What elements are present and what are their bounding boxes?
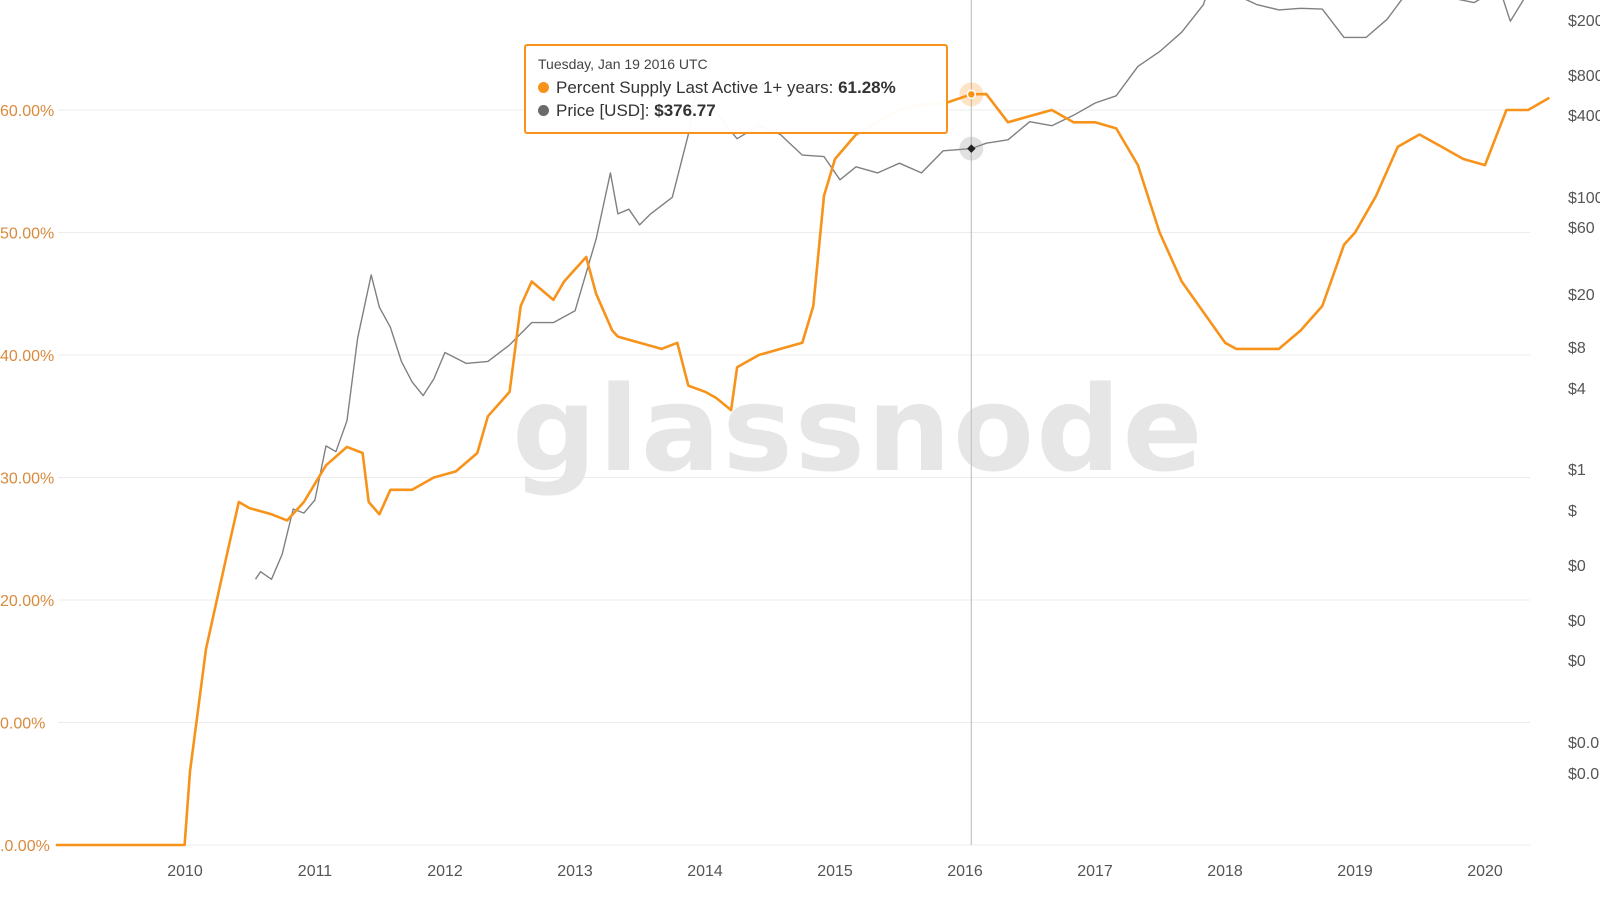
watermark: glassnode: [512, 360, 1205, 498]
right-tick-label: $0: [1568, 613, 1586, 630]
supply-legend-dot: [538, 82, 549, 93]
left-tick-label: 0.00%: [0, 716, 45, 733]
hover-markers: [959, 82, 984, 161]
left-tick-label: .0.00%: [0, 838, 50, 855]
supply-hover-point: [966, 89, 977, 100]
x-tick-label: 2015: [817, 863, 853, 880]
right-tick-label: $100: [1568, 190, 1600, 207]
tooltip-date: Tuesday, Jan 19 2016 UTC: [538, 56, 708, 72]
tooltip-price-value: $376.77: [654, 101, 716, 120]
right-tick-label: $20: [1568, 287, 1595, 304]
right-tick-label: $1: [1568, 462, 1586, 479]
x-tick-label: 2014: [687, 863, 723, 880]
x-tick-label: 2010: [167, 863, 203, 880]
x-tick-label: 2016: [947, 863, 983, 880]
right-tick-label: $0: [1568, 653, 1586, 670]
x-tick-label: 2012: [427, 863, 463, 880]
x-tick-label: 2018: [1207, 863, 1243, 880]
tooltip-supply-label: Percent Supply Last Active 1+ years: [556, 78, 829, 97]
x-tick-label: 2019: [1337, 863, 1373, 880]
left-y-axis: .0.00% 0.00% 20.00% 30.00% 40.00% 50.00% 60.00…: [0, 103, 54, 855]
tooltip-price-label: Price [USD]: [556, 101, 645, 120]
tooltip-row-price: Price [USD]: $376.77: [538, 99, 934, 122]
tooltip-supply-value: 61.28%: [838, 78, 896, 97]
right-tick-label: $800: [1568, 68, 1600, 85]
right-y-axis: $2000 $800 $400 $100 $60 $20 $8 $4 $1 $ $0 $0 $0 $0.0…: [1568, 13, 1600, 783]
right-tick-label: $0.0: [1568, 735, 1599, 752]
right-tick-label: $8: [1568, 340, 1586, 357]
supply-line: [55, 92, 1551, 847]
left-tick-label: 20.00%: [0, 593, 54, 610]
left-tick-label: 60.00%: [0, 103, 54, 120]
left-tick-label: 30.00%: [0, 471, 54, 488]
tooltip-row-supply: Percent Supply Last Active 1+ years: 61.…: [538, 76, 934, 99]
right-tick-label: $: [1568, 503, 1577, 520]
right-tick-label: $0: [1568, 558, 1586, 575]
right-tick-label: $400: [1568, 108, 1600, 125]
right-tick-label: $60: [1568, 220, 1595, 237]
x-tick-label: 2017: [1077, 863, 1113, 880]
left-tick-label: 40.00%: [0, 348, 54, 365]
x-tick-label: 2020: [1467, 863, 1503, 880]
hover-tooltip: Tuesday, Jan 19 2016 UTC Percent Supply …: [524, 44, 948, 134]
right-tick-label: $0.0: [1568, 766, 1599, 783]
x-tick-label: 2013: [557, 863, 593, 880]
right-tick-label: $4: [1568, 381, 1586, 398]
x-axis: 2010 2011 2012 2013 2014 2015 2016 2017 2018 2019…: [167, 863, 1503, 880]
x-tick-label: 2011: [298, 863, 333, 880]
grid-lines: [58, 109, 1530, 846]
left-tick-label: 50.00%: [0, 226, 54, 243]
right-tick-label: $2000: [1568, 13, 1600, 30]
price-legend-dot: [538, 105, 549, 116]
